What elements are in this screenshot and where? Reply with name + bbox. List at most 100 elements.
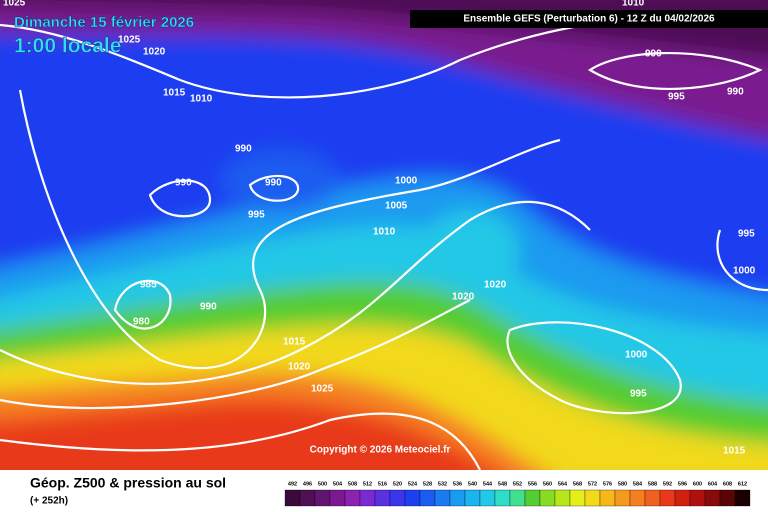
scale-label: 576 — [603, 481, 612, 487]
scale-label: 516 — [378, 481, 387, 487]
forecast-lead: (+ 252h) — [30, 496, 68, 507]
scale-swatch — [719, 489, 736, 507]
scale-swatch — [284, 489, 301, 507]
isobar-label: 995 — [668, 92, 685, 103]
isobar-label: 1025 — [311, 384, 334, 395]
scale-swatch — [539, 489, 556, 507]
isobar-label: 1000 — [395, 176, 418, 187]
isobar-label: 1005 — [385, 201, 408, 212]
scale-label: 540 — [468, 481, 477, 487]
scale-label: 520 — [393, 481, 402, 487]
scale-swatch — [419, 489, 436, 507]
scale-label: 584 — [633, 481, 643, 487]
isobar-label: 1020 — [452, 292, 475, 303]
isobar-label: 995 — [738, 229, 755, 240]
scale-swatch — [329, 489, 346, 507]
scale-swatch — [599, 489, 616, 507]
isobar-label: 990 — [175, 178, 192, 189]
scale-swatch — [374, 489, 391, 507]
scale-label: 524 — [408, 481, 418, 487]
scale-swatch — [614, 489, 631, 507]
scale-swatch — [479, 489, 496, 507]
scale-label: 492 — [288, 481, 297, 487]
isobar-label: 990 — [235, 144, 252, 155]
isobar-label: 1015 — [283, 337, 306, 348]
scale-swatch — [689, 489, 706, 507]
scale-swatch — [509, 489, 526, 507]
isobar-label: 1025 — [118, 35, 141, 46]
scale-label: 496 — [303, 481, 312, 487]
scale-label: 560 — [543, 481, 552, 487]
scale-swatch — [434, 489, 451, 507]
scale-label: 596 — [678, 481, 687, 487]
scale-label: 556 — [528, 481, 537, 487]
scale-swatch — [584, 489, 601, 507]
copyright: Copyright © 2026 Meteociel.fr — [310, 445, 451, 456]
scale-swatch — [569, 489, 586, 507]
isobar-label: 995 — [248, 210, 265, 221]
isobar-label: 1020 — [484, 280, 507, 291]
scale-label: 592 — [663, 481, 672, 487]
scale-label: 504 — [333, 481, 343, 487]
scale-label: 536 — [453, 481, 462, 487]
isobar-label: 990 — [200, 302, 217, 313]
scale-swatch — [404, 489, 421, 507]
isobar-label: 1010 — [373, 227, 396, 238]
local-time: 1:00 locale — [14, 35, 121, 58]
scale-label: 544 — [483, 481, 493, 487]
scale-swatch — [554, 489, 571, 507]
scale-label: 608 — [723, 481, 732, 487]
color-scale: 492 496 500 504 508 512 516 520 524 528 532 536 540 5… — [284, 481, 751, 507]
isobar-label: 1025 — [3, 0, 26, 9]
scale-swatch — [344, 489, 361, 507]
scale-label: 572 — [588, 481, 597, 487]
scale-swatch — [644, 489, 661, 507]
isobar-label: 1000 — [733, 266, 756, 277]
isobar-label: 1010 — [622, 0, 645, 9]
isobar-label: 990 — [645, 49, 662, 60]
scale-label: 588 — [648, 481, 657, 487]
scale-label: 568 — [573, 481, 582, 487]
isobar-label: 995 — [630, 389, 647, 400]
scale-swatch — [464, 489, 481, 507]
scale-label: 528 — [423, 481, 432, 487]
isobar-label: 990 — [265, 178, 282, 189]
scale-label: 552 — [513, 481, 522, 487]
scale-label: 600 — [693, 481, 702, 487]
scale-label: 512 — [363, 481, 372, 487]
scale-label: 548 — [498, 481, 507, 487]
scale-swatch — [734, 489, 751, 507]
scale-label: 604 — [708, 481, 718, 487]
isobar-label: 990 — [727, 87, 744, 98]
scale-swatch — [389, 489, 406, 507]
scale-swatch — [314, 489, 331, 507]
scale-label: 612 — [738, 481, 747, 487]
scale-swatch — [629, 489, 646, 507]
scale-swatch — [494, 489, 511, 507]
scale-swatch — [674, 489, 691, 507]
scale-swatch — [449, 489, 466, 507]
model-info: Ensemble GEFS (Perturbation 6) - 12 Z du… — [463, 14, 715, 25]
scale-label: 532 — [438, 481, 447, 487]
isobar-label: 1020 — [288, 362, 311, 373]
isobar-label: 980 — [133, 317, 150, 328]
scale-swatch — [299, 489, 316, 507]
footer-title: Géop. Z500 & pression au sol — [30, 475, 226, 491]
scale-label: 580 — [618, 481, 627, 487]
isobar-label: 985 — [140, 280, 157, 291]
isobar-label: 1015 — [723, 446, 746, 457]
isobar-label: 1015 — [163, 88, 186, 99]
scale-swatch — [659, 489, 676, 507]
scale-label: 564 — [558, 481, 568, 487]
date: Dimanche 15 février 2026 — [14, 14, 194, 31]
scale-label: 500 — [318, 481, 327, 487]
isobar-label: 1000 — [625, 350, 648, 361]
model-box — [410, 10, 768, 28]
isobar-label: 1020 — [143, 47, 166, 58]
scale-label: 508 — [348, 481, 357, 487]
scale-swatch — [524, 489, 541, 507]
field — [0, 0, 768, 470]
